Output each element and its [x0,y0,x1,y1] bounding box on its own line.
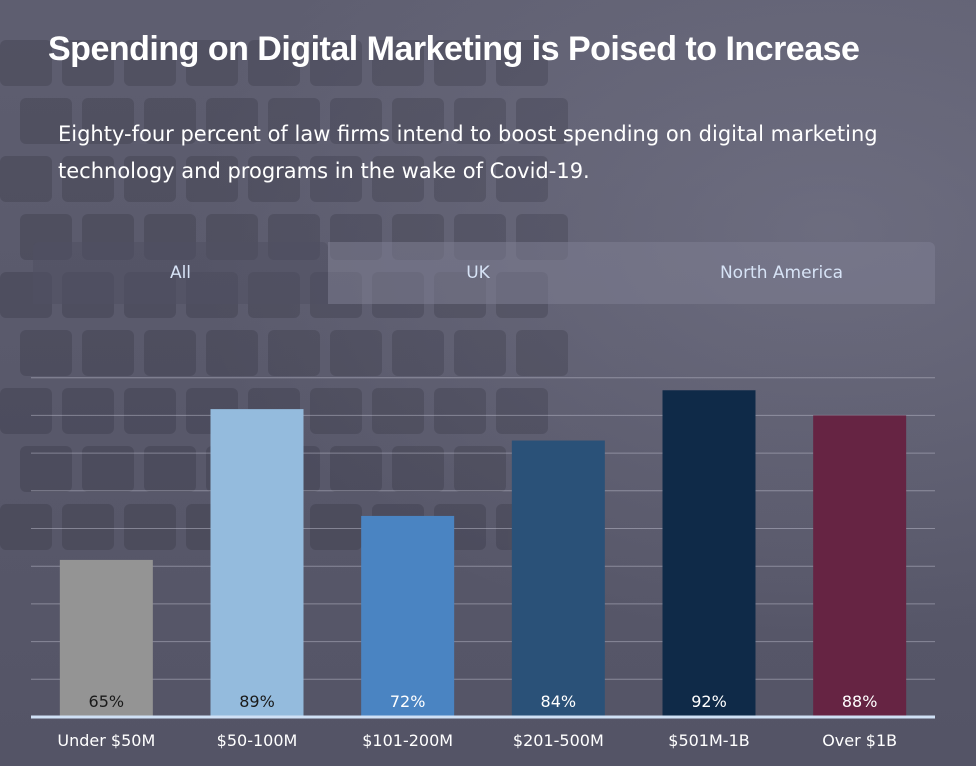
page-title: Spending on Digital Marketing is Poised … [48,30,860,68]
bar[interactable] [813,415,907,717]
category-label: $501M-1B [668,731,749,750]
bar-value-label: 72% [390,692,426,711]
bar-value-label: 89% [239,692,275,711]
chart-gridlines [31,377,935,718]
category-label: Over $1B [822,731,897,750]
region-tabs: All UK North America [33,242,935,304]
bar-value-label: 92% [691,692,727,711]
bar[interactable] [511,440,605,717]
bar[interactable] [361,515,455,717]
category-label: $50-100M [217,731,298,750]
chart-bars [59,390,907,717]
page-subtitle: Eighty-four percent of law firms intend … [58,122,878,183]
chart-value-labels: 65% 89% 72% 84% 92% 88% [89,692,878,711]
tab-uk[interactable]: UK [466,263,490,283]
tab-all[interactable]: All [33,242,328,304]
bar-value-label: 84% [541,692,577,711]
bar[interactable] [662,390,756,717]
category-label: $201-500M [513,731,604,750]
bar[interactable] [210,409,304,717]
bar-value-label: 88% [842,692,878,711]
tab-strip-background [328,242,935,304]
category-label: $101-200M [362,731,453,750]
chart-category-labels: Under $50M $50-100M $101-200M $201-500M $501… [57,731,897,750]
category-label: Under $50M [57,731,155,750]
bar-value-label: 65% [89,692,125,711]
tab-north-america[interactable]: North America [719,263,844,283]
bar[interactable] [59,559,153,717]
